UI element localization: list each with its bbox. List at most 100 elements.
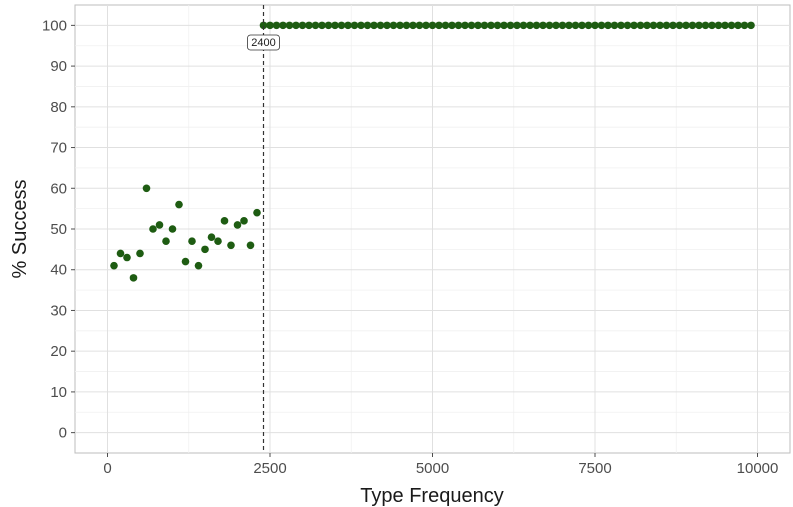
data-point xyxy=(727,21,736,30)
data-point xyxy=(201,245,209,254)
data-point xyxy=(662,21,671,30)
data-point xyxy=(188,237,196,246)
data-point xyxy=(168,225,177,233)
data-point xyxy=(532,21,541,30)
data-point xyxy=(324,21,333,30)
data-point xyxy=(636,21,645,30)
data-point xyxy=(675,21,684,30)
data-point xyxy=(110,261,118,270)
data-point xyxy=(331,21,339,30)
data-point xyxy=(272,21,281,30)
data-point xyxy=(493,21,502,30)
data-point xyxy=(129,274,138,282)
data-point xyxy=(376,21,385,30)
x-tick-label: 10000 xyxy=(737,460,779,477)
x-axis-title: Type Frequency xyxy=(360,485,503,507)
data-point xyxy=(441,21,450,30)
data-point xyxy=(350,21,359,30)
data-point xyxy=(539,21,547,30)
data-point xyxy=(344,21,352,30)
data-point xyxy=(253,208,261,217)
data-point xyxy=(506,21,515,30)
data-point xyxy=(747,21,755,30)
data-point xyxy=(649,21,658,30)
data-point xyxy=(142,184,151,193)
data-point xyxy=(552,21,560,30)
data-point xyxy=(448,21,456,30)
data-point xyxy=(487,21,495,30)
data-point xyxy=(207,233,216,241)
data-point xyxy=(311,21,320,30)
data-point xyxy=(383,21,391,30)
x-tick-label: 2500 xyxy=(253,460,286,477)
data-point xyxy=(305,21,313,30)
data-point xyxy=(214,237,222,246)
data-point xyxy=(617,21,625,30)
data-point xyxy=(116,249,125,258)
data-point xyxy=(266,21,274,30)
y-tick-label: 80 xyxy=(50,99,67,116)
data-point xyxy=(435,21,443,30)
data-point xyxy=(565,21,573,30)
data-point xyxy=(240,217,248,225)
grid-major xyxy=(75,5,790,453)
data-point xyxy=(357,21,365,30)
data-point xyxy=(558,21,567,30)
y-tick-label: 60 xyxy=(50,180,67,197)
x-tick-label: 5000 xyxy=(416,460,449,477)
x-axis-ticks: 0 2500 5000 7500 10000 xyxy=(103,453,778,477)
data-point xyxy=(149,225,157,233)
y-tick-label: 50 xyxy=(50,221,67,238)
data-point xyxy=(363,21,372,30)
data-point xyxy=(656,21,664,30)
data-point xyxy=(422,21,430,30)
data-point xyxy=(571,21,580,30)
y-tick-label: 90 xyxy=(50,58,67,75)
data-point xyxy=(584,21,593,30)
data-point xyxy=(246,241,255,250)
data-point xyxy=(389,21,398,30)
data-point xyxy=(721,21,729,30)
y-tick-label: 20 xyxy=(50,343,67,360)
data-point xyxy=(688,21,697,30)
data-point xyxy=(181,257,190,266)
data-point xyxy=(220,217,229,225)
threshold-label-box xyxy=(247,34,280,51)
data-point xyxy=(409,21,417,30)
data-point xyxy=(597,21,606,30)
data-point xyxy=(461,21,469,30)
data-point xyxy=(513,21,521,30)
data-point xyxy=(370,21,378,30)
x-tick-label: 0 xyxy=(103,460,111,477)
data-point xyxy=(578,21,586,30)
data-point xyxy=(708,21,716,30)
data-point xyxy=(474,21,482,30)
data-point xyxy=(682,21,690,30)
data-point xyxy=(337,21,346,30)
data-point xyxy=(259,21,268,30)
y-tick-label: 30 xyxy=(50,302,67,319)
data-point xyxy=(162,237,170,246)
y-tick-label: 100 xyxy=(42,17,67,34)
x-tick-label: 7500 xyxy=(578,460,611,477)
threshold-label-text: 2400 xyxy=(251,37,275,49)
data-point xyxy=(428,21,437,30)
data-point xyxy=(630,21,638,30)
data-point xyxy=(480,21,489,30)
data-points xyxy=(110,21,755,282)
data-point xyxy=(396,21,404,30)
data-point xyxy=(623,21,632,30)
data-point xyxy=(500,21,508,30)
data-point xyxy=(545,21,554,30)
data-point xyxy=(233,221,242,229)
y-tick-label: 70 xyxy=(50,140,67,157)
data-point xyxy=(669,21,677,30)
data-point xyxy=(454,21,463,30)
data-point xyxy=(194,261,203,270)
data-point xyxy=(701,21,710,30)
data-point xyxy=(318,21,326,30)
data-point xyxy=(519,21,528,30)
data-point xyxy=(227,241,235,250)
data-point xyxy=(591,21,599,30)
